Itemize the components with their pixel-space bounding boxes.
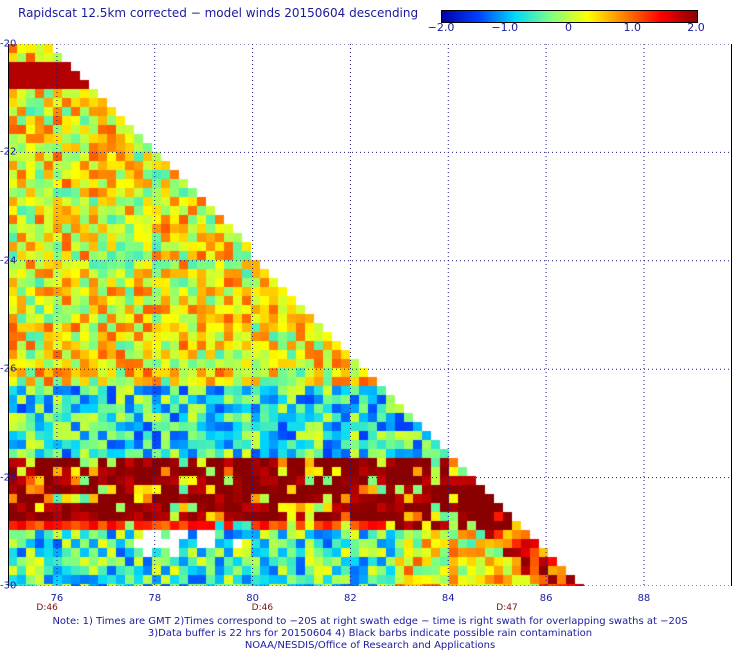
note-line-3: NOAA/NESDIS/Office of Research and Appli…	[244, 640, 496, 651]
swath-time-label: D:47	[496, 603, 518, 613]
wind-difference-map	[8, 44, 732, 586]
latitude-tick-label: -30	[0, 580, 17, 592]
longitude-tick-label: 84	[441, 593, 455, 604]
lat-lon-grid	[8, 44, 732, 586]
colorbar-tick-label: −1.0	[491, 21, 519, 34]
longitude-tick-label: 78	[148, 593, 162, 604]
note-line-1: Note: 1) Times are GMT 2)Times correspon…	[52, 616, 688, 627]
map-frame	[8, 44, 732, 586]
colorbar	[441, 10, 698, 23]
colorbar-tick-label: −2.0	[427, 21, 455, 34]
swath-time-label: D:46	[251, 603, 274, 613]
longitude-tick-label: 76	[50, 593, 64, 604]
longitude-tick-label: 88	[637, 593, 651, 604]
latitude-tick-label: -22	[0, 146, 17, 158]
latitude-tick-label: -20	[0, 38, 17, 50]
longitude-tick-label: 80	[246, 593, 259, 604]
latitude-tick-label: -24	[0, 255, 17, 267]
colorbar-tick-label: 1.0	[623, 21, 642, 34]
colorbar-tick-label: 0	[565, 21, 572, 34]
colorbar-tick-label: 2.0	[687, 21, 705, 34]
latitude-tick-label: -28	[0, 472, 17, 484]
map-title: Rapidscat 12.5km corrected − model winds…	[18, 6, 419, 20]
note-line-2: 3)Data buffer is 22 hrs for 20150604 4) …	[147, 628, 593, 639]
longitude-tick-label: 86	[539, 593, 553, 604]
longitude-tick-label: 82	[344, 593, 357, 604]
swath-time-label: D:46	[36, 603, 58, 613]
latitude-tick-label: -26	[0, 363, 17, 375]
